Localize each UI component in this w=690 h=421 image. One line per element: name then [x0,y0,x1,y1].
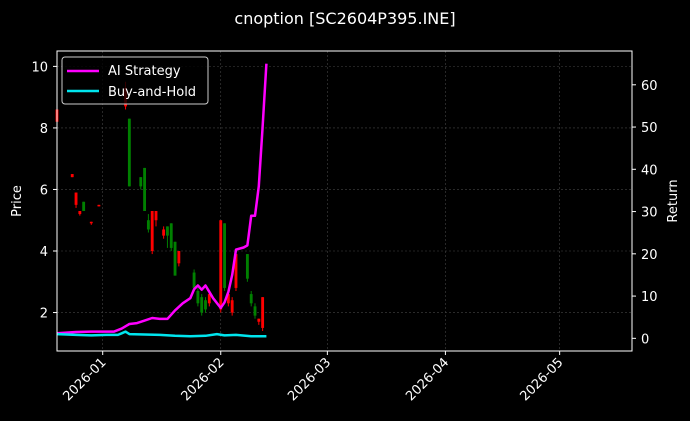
candle-body [154,211,158,221]
candle-body [253,306,257,316]
candle-body [74,192,78,205]
candle-body [261,297,265,328]
y2-tick-label: 40 [641,163,658,178]
return-lines [56,63,268,338]
candle-body [234,254,238,288]
candle-body [249,294,253,304]
candle-body [143,167,147,211]
candle-body [97,204,101,207]
legend-label-ai-strategy: AI Strategy [108,64,181,79]
candle-body [207,294,211,304]
y-tick-label: 6 [40,183,48,198]
candle-body [196,291,200,304]
legend-label-buy-and-hold: Buy-and-Hold [108,85,196,100]
candle-body [226,294,230,304]
candle-body [82,201,86,211]
legend: AI Strategy Buy-and-Hold [61,56,209,105]
candle-body [150,211,154,251]
candle-body [204,300,207,310]
candle-body [70,174,74,178]
candle-body [162,229,166,236]
candle-body [177,251,181,264]
y-axis-right: 0 10 20 30 40 50 60 [632,79,658,347]
y-axis-left: 2 4 6 8 10 [31,60,57,322]
y2-tick-label: 0 [641,332,649,347]
y-tick-label: 2 [40,307,48,322]
candle-body [192,272,196,288]
buy-and-hold-line [56,330,267,338]
candle-body [169,223,173,248]
y2-tick-label: 50 [641,121,658,136]
plot-frame [56,50,633,352]
y-tick-label: 10 [31,60,48,75]
candle-body [219,220,223,310]
candle-body [78,211,82,215]
chart-title: cnoption [SC2604P395.INE] [234,9,455,28]
candle-body [173,241,177,276]
ai-strategy-line [56,63,268,335]
y-axis-label: Price [10,185,25,217]
candle-body [166,226,169,236]
candle-body [89,221,93,224]
candle-body [127,118,131,187]
y-tick-label: 8 [40,122,48,137]
y2-tick-label: 60 [641,79,658,94]
y2-tick-label: 30 [641,206,658,221]
y2-axis-label: Return [666,179,681,222]
candle-body [200,297,204,313]
y2-tick-label: 10 [641,290,658,305]
y2-tick-label: 20 [641,248,658,263]
y-tick-label: 4 [40,245,48,260]
candle-body [139,177,143,187]
candle-body [245,254,249,279]
candle-body [257,318,261,322]
candle-body [146,220,150,230]
candle-body [223,223,226,288]
candle-body [230,300,234,313]
